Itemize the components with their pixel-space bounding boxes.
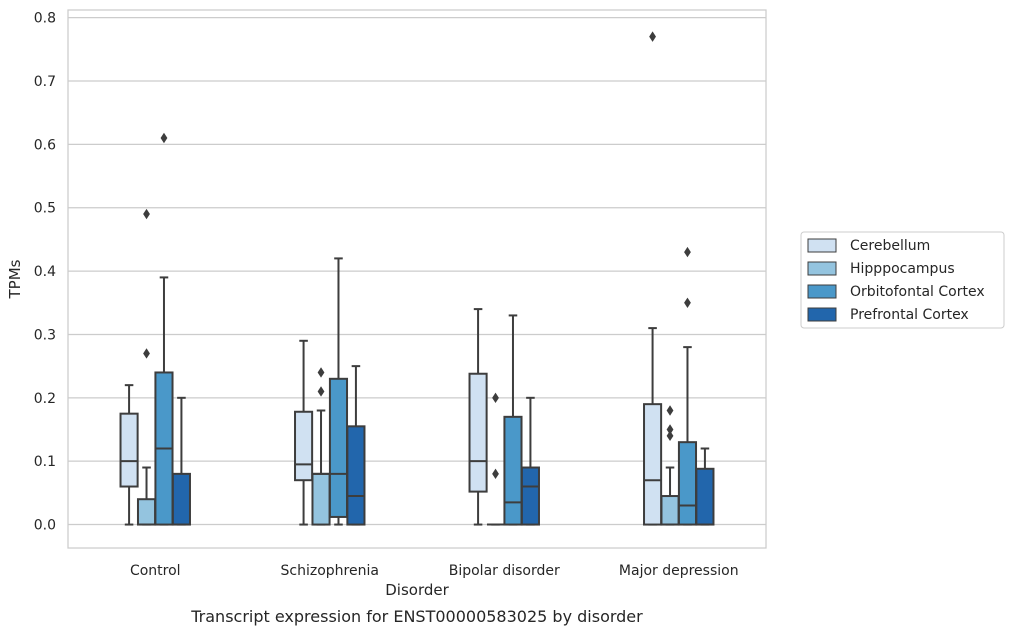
- legend-label: Prefrontal Cortex: [850, 307, 969, 323]
- legend-label: Cerebellum: [850, 238, 930, 254]
- legend-swatch: [807, 261, 837, 276]
- box-group: [660, 405, 680, 526]
- x-axis-title: Disorder: [385, 581, 449, 599]
- box-group: [136, 208, 157, 526]
- box-group: [695, 447, 715, 526]
- outlier-point: [649, 31, 656, 42]
- outlier-point: [666, 424, 674, 435]
- legend-swatch: [807, 307, 837, 322]
- box: [520, 466, 540, 526]
- box-group: [311, 367, 331, 526]
- y-axis-title: TPMs: [6, 259, 24, 299]
- box: [136, 498, 157, 526]
- box: [468, 372, 488, 493]
- outlier-point: [317, 386, 325, 397]
- box: [171, 472, 191, 526]
- x-tick-label: Major depression: [619, 563, 739, 579]
- outlier-point: [666, 430, 674, 442]
- box-group: [486, 392, 505, 526]
- legend-swatch: [807, 238, 837, 253]
- box: [695, 467, 715, 526]
- outlier-point: [143, 208, 150, 220]
- box: [346, 425, 366, 526]
- outlier-point: [492, 392, 499, 404]
- box-group: [294, 339, 314, 526]
- y-tick-label: 0.7: [34, 74, 56, 90]
- y-tick-labels: 0.0 0.1 0.2 0.3 0.4 0.5 0.6 0.7 0.8: [34, 11, 56, 534]
- x-tick-label: Bipolar disorder: [449, 563, 560, 579]
- box: [677, 441, 698, 526]
- plot-frame: [67, 9, 767, 549]
- y-tick-label: 0.0: [34, 518, 56, 534]
- box-group: [154, 132, 174, 526]
- legend-swatch: [807, 284, 837, 299]
- outlier-point: [160, 132, 168, 144]
- box-group: [171, 396, 191, 526]
- box-group: [119, 384, 139, 526]
- outlier-point: [143, 348, 150, 359]
- box: [119, 412, 139, 488]
- box: [328, 377, 349, 518]
- box-group: [520, 396, 540, 526]
- outlier-point: [317, 367, 325, 378]
- box-group: [677, 246, 698, 526]
- box: [294, 410, 314, 482]
- y-tick-label: 0.1: [34, 454, 56, 470]
- legend-frame: [800, 231, 1005, 329]
- x-tick-label: Schizophrenia: [281, 563, 379, 579]
- legend: Cerebellum Hipppocampus Orbitofontal Corte…: [800, 231, 1005, 329]
- x-tick-label: Control: [130, 563, 181, 579]
- y-tick-label: 0.4: [34, 264, 56, 280]
- box-group: [643, 31, 663, 526]
- outlier-point: [684, 297, 691, 308]
- legend-label: Hipppocampus: [850, 261, 955, 277]
- outlier-point: [666, 405, 674, 416]
- box: [643, 403, 663, 526]
- box: [660, 495, 680, 526]
- box-group: [346, 365, 366, 526]
- legend-label: Orbitofontal Cortex: [850, 284, 985, 300]
- figure-caption: Transcript expression for ENST0000058302…: [190, 607, 643, 626]
- y-tick-label: 0.2: [34, 391, 56, 407]
- y-tick-label: 0.8: [34, 11, 56, 27]
- box: [503, 415, 523, 526]
- y-tick-label: 0.5: [34, 201, 56, 217]
- y-tick-label: 0.6: [34, 137, 56, 153]
- outlier-point: [684, 246, 691, 258]
- box-group: [468, 308, 488, 526]
- y-tick-label: 0.3: [34, 327, 56, 343]
- boxes-layer: [119, 31, 715, 526]
- x-tick-labels: Control Schizophrenia Bipolar disorder Majo…: [130, 563, 739, 579]
- box: [311, 472, 331, 526]
- outlier-point: [492, 468, 499, 480]
